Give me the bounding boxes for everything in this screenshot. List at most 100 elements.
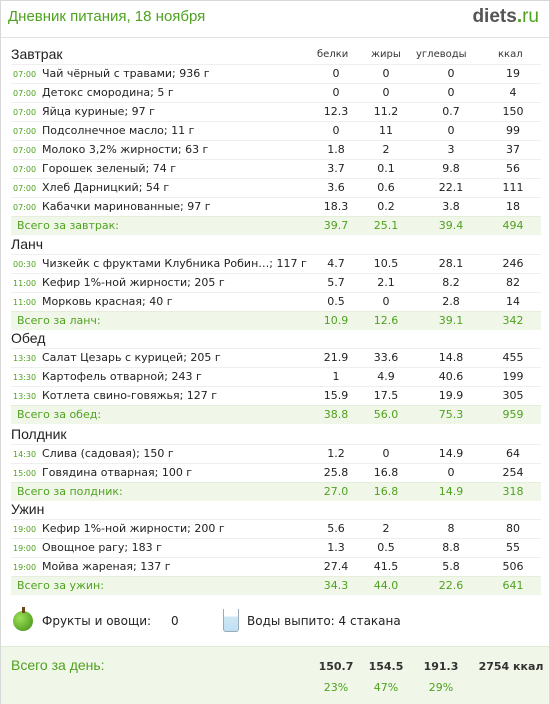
meal-title: Ужин [11, 501, 45, 517]
meal-section: Обед 13:30 Салат Цезарь с курицей; 205 г 21… [11, 329, 541, 424]
food-carbs: 40.6 [438, 370, 464, 383]
food-kcal: 19 [506, 67, 520, 80]
food-name[interactable]: Мойва жареная; 137 г [42, 560, 171, 573]
food-row[interactable]: 13:30 Картофель отварной; 243 г 1 4.9 40.6 19… [11, 367, 541, 386]
food-fat: 11.2 [373, 105, 399, 118]
food-row[interactable]: 11:00 Кефир 1%-ной жирности; 205 г 5.7 2.1 8… [11, 273, 541, 292]
meal-total-protein: 39.7 [323, 219, 349, 232]
food-row[interactable]: 07:00 Горошек зеленый; 74 г 3.7 0.1 9.8 56 [11, 159, 541, 178]
meal-total-fat: 16.8 [373, 485, 399, 498]
food-kcal: 18 [506, 200, 520, 213]
food-name[interactable]: Чай чёрный с травами; 936 г [42, 67, 210, 80]
meal-total-fat: 12.6 [373, 314, 399, 327]
food-row[interactable]: 07:00 Кабачки маринованные; 97 г 18.3 0.2 3.… [11, 197, 541, 216]
food-row[interactable]: 11:00 Морковь красная; 40 г 0.5 0 2.8 14 [11, 292, 541, 311]
food-name[interactable]: Салат Цезарь с курицей; 205 г [42, 351, 221, 364]
food-time: 19:00 [13, 544, 37, 553]
food-row[interactable]: 13:30 Котлета свино-говяжья; 127 г 15.9 17.… [11, 386, 541, 405]
meal-total-protein: 34.3 [323, 579, 349, 592]
food-name[interactable]: Кефир 1%-ной жирности; 205 г [42, 276, 225, 289]
food-row[interactable]: 19:00 Овощное рагу; 183 г 1.3 0.5 8.8 55 [11, 538, 541, 557]
meal-total-kcal: 959 [502, 408, 524, 421]
food-name[interactable]: Горошек зеленый; 74 г [42, 162, 177, 175]
day-total-label: Всего за день: [11, 657, 105, 673]
food-row[interactable]: 07:00 Детокс смородина; 5 г 0 0 0 4 [11, 83, 541, 102]
food-row[interactable]: 13:30 Салат Цезарь с курицей; 205 г 21.9 33… [11, 348, 541, 367]
food-name[interactable]: Картофель отварной; 243 г [42, 370, 202, 383]
food-row[interactable]: 00:30 Чизкейк с фруктами Клубника Робин…;… [11, 254, 541, 273]
meal-total-protein: 27.0 [323, 485, 349, 498]
meal-total-fat: 56.0 [373, 408, 399, 421]
food-kcal: 506 [502, 560, 524, 573]
food-kcal: 64 [506, 447, 520, 460]
food-name[interactable]: Хлеб Дарницкий; 54 г [42, 181, 170, 194]
meal-total-fat: 25.1 [373, 219, 399, 232]
meal-total-row: Всего за завтрак: 39.7 25.1 39.4 494 [11, 216, 541, 235]
meal-total-carbs: 39.1 [438, 314, 464, 327]
food-name[interactable]: Детокс смородина; 5 г [42, 86, 174, 99]
meal-title: Обед [11, 330, 46, 346]
food-name[interactable]: Котлета свино-говяжья; 127 г [42, 389, 218, 402]
food-kcal: 4 [509, 86, 517, 99]
food-fat: 2.1 [377, 276, 395, 289]
food-row[interactable]: 15:00 Говядина отварная; 100 г 25.8 16.8 0 25… [11, 463, 541, 482]
food-fat: 4.9 [377, 370, 395, 383]
water-glass-icon [223, 609, 239, 632]
food-row[interactable]: 19:00 Кефир 1%-ной жирности; 200 г 5.6 2 8 80 [11, 519, 541, 538]
food-name[interactable]: Кабачки маринованные; 97 г [42, 200, 211, 213]
food-row[interactable]: 07:00 Хлеб Дарницкий; 54 г 3.6 0.6 22.1 111 [11, 178, 541, 197]
fruits-label: Фрукты и овощи: [42, 614, 152, 628]
meal-total-kcal: 494 [502, 219, 524, 232]
meal-total-carbs: 39.4 [438, 219, 464, 232]
logo-tld: ru [522, 6, 539, 27]
food-row[interactable]: 07:00 Подсолнечное масло; 11 г 0 11 0 99 [11, 121, 541, 140]
meal-total-protein: 10.9 [323, 314, 349, 327]
food-name[interactable]: Слива (садовая); 150 г [42, 447, 174, 460]
food-protein: 1.8 [327, 143, 345, 156]
food-row[interactable]: 19:00 Мойва жареная; 137 г 27.4 41.5 5.8 506 [11, 557, 541, 576]
food-name[interactable]: Молоко 3,2% жирности; 63 г [42, 143, 209, 156]
meal-total-row: Всего за обед: 38.8 56.0 75.3 959 [11, 405, 541, 424]
meal-total-row: Всего за полдник: 27.0 16.8 14.9 318 [11, 482, 541, 501]
meal-total-kcal: 318 [502, 485, 524, 498]
food-name[interactable]: Чизкейк с фруктами Клубника Робин…; 117 … [42, 257, 307, 270]
food-row[interactable]: 07:00 Молоко 3,2% жирности; 63 г 1.8 2 3 37 [11, 140, 541, 159]
col-fat: жиры [371, 49, 401, 60]
food-kcal: 246 [502, 257, 524, 270]
food-time: 07:00 [13, 184, 37, 193]
food-row[interactable]: 07:00 Чай чёрный с травами; 936 г 0 0 0 19 [11, 64, 541, 83]
food-name[interactable]: Морковь красная; 40 г [42, 295, 173, 308]
food-fat: 0 [382, 295, 390, 308]
food-name[interactable]: Овощное рагу; 183 г [42, 541, 162, 554]
meal-total-row: Всего за ужин: 34.3 44.0 22.6 641 [11, 576, 541, 595]
food-name[interactable]: Кефир 1%-ной жирности; 200 г [42, 522, 225, 535]
food-carbs: 0.7 [442, 105, 460, 118]
site-logo[interactable]: diets.ru [472, 6, 539, 28]
food-row[interactable]: 14:30 Слива (садовая); 150 г 1.2 0 14.9 64 [11, 444, 541, 463]
meal-section: Ланч 00:30 Чизкейк с фруктами Клубника Роб… [11, 235, 541, 330]
food-protein: 0 [332, 86, 340, 99]
food-protein: 15.9 [323, 389, 349, 402]
food-fat: 2 [382, 522, 390, 535]
col-carbs: углеводы [416, 49, 467, 60]
food-name[interactable]: Говядина отварная; 100 г [42, 466, 193, 479]
food-fat: 0.5 [377, 541, 395, 554]
food-kcal: 199 [502, 370, 524, 383]
meal-total-kcal: 342 [502, 314, 524, 327]
food-row[interactable]: 07:00 Яйца куриные; 97 г 12.3 11.2 0.7 150 [11, 102, 541, 121]
food-protein: 12.3 [323, 105, 349, 118]
logo-main: diets [472, 6, 517, 27]
meal-total-label: Всего за ланч: [17, 314, 101, 327]
food-protein: 25.8 [323, 466, 349, 479]
apple-icon [13, 607, 33, 631]
meal-title: Ланч [11, 236, 43, 252]
meal-total-fat: 44.0 [373, 579, 399, 592]
food-kcal: 55 [506, 541, 520, 554]
day-carbs: 191.3 [423, 660, 459, 673]
food-time: 11:00 [13, 279, 37, 288]
food-name[interactable]: Яйца куриные; 97 г [42, 105, 155, 118]
food-name[interactable]: Подсолнечное масло; 11 г [42, 124, 195, 137]
meal-title: Завтрак [11, 46, 63, 62]
col-kcal: ккал [498, 49, 523, 60]
food-kcal: 80 [506, 522, 520, 535]
